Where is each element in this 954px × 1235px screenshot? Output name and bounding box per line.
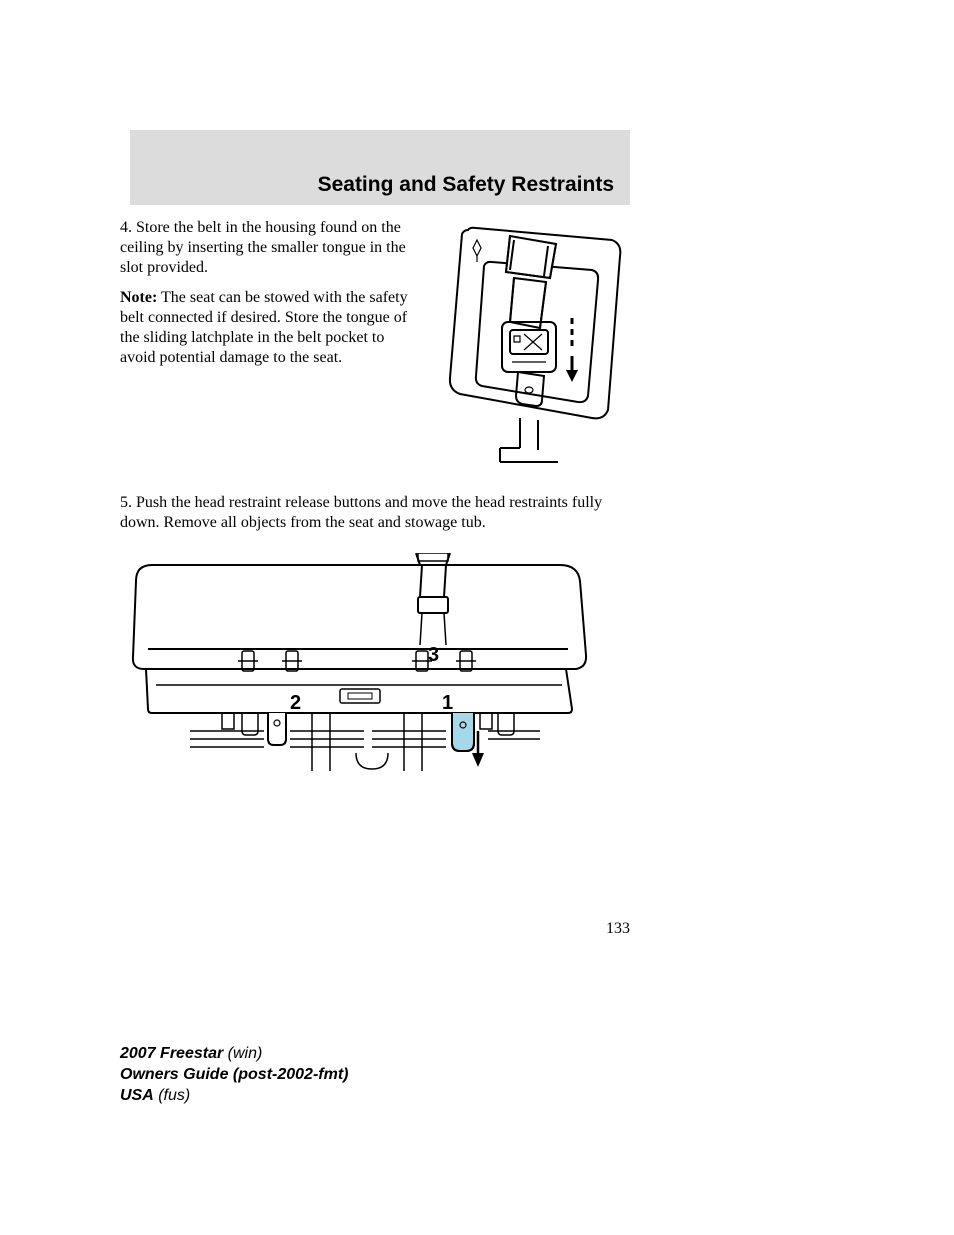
footer-guide: Owners Guide (post-2002-fmt) bbox=[120, 1066, 348, 1083]
note-paragraph: Note: The seat can be stowed with the sa… bbox=[120, 288, 422, 368]
content-area: 4. Store the belt in the housing found o… bbox=[120, 218, 630, 788]
section-header-band: Seating and Safety Restraints bbox=[130, 130, 630, 205]
step4-row: 4. Store the belt in the housing found o… bbox=[120, 218, 630, 473]
footer-model: 2007 Freestar bbox=[120, 1045, 223, 1062]
footer-line-2: Owners Guide (post-2002-fmt) bbox=[120, 1065, 348, 1086]
label-1-text: 1 bbox=[442, 692, 453, 714]
label-3-text: 3 bbox=[428, 644, 439, 666]
seat-rear-diagram: 2 1 3 bbox=[120, 553, 600, 788]
footer-line-1: 2007 Freestar (win) bbox=[120, 1044, 348, 1065]
step5-paragraph: 5. Push the head restraint release butto… bbox=[120, 493, 630, 533]
footer-region: USA bbox=[120, 1087, 154, 1104]
footer-block: 2007 Freestar (win) Owners Guide (post-2… bbox=[120, 1044, 348, 1106]
step4-paragraph: 4. Store the belt in the housing found o… bbox=[120, 218, 422, 278]
page-number: 133 bbox=[120, 920, 630, 938]
footer-region-suffix: (fus) bbox=[154, 1087, 190, 1104]
note-label: Note: bbox=[120, 289, 157, 306]
footer-model-suffix: (win) bbox=[223, 1045, 262, 1062]
section-title: Seating and Safety Restraints bbox=[318, 173, 614, 197]
step4-text-block: 4. Store the belt in the housing found o… bbox=[120, 218, 422, 473]
belt-housing-diagram bbox=[440, 218, 630, 473]
label-2-text: 2 bbox=[290, 692, 301, 714]
note-text: The seat can be stowed with the safety b… bbox=[120, 289, 408, 366]
footer-line-3: USA (fus) bbox=[120, 1086, 348, 1107]
